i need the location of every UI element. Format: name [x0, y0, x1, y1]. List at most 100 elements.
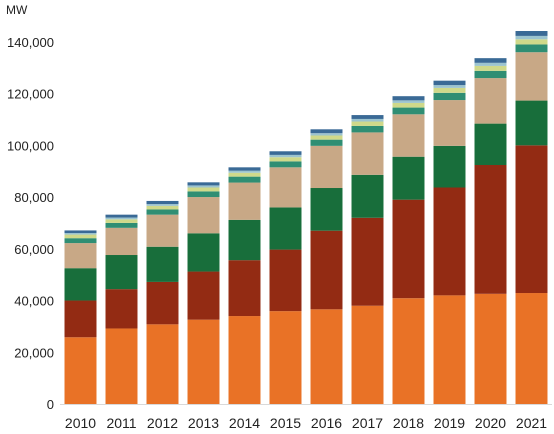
bar-segment	[433, 100, 466, 146]
y-tick-label: 20,000	[14, 345, 54, 360]
bar-segment	[515, 52, 548, 101]
x-tick-label: 2021	[516, 415, 547, 431]
bar-segment	[269, 167, 302, 208]
bar-segment	[392, 96, 425, 101]
bar-segment	[228, 260, 261, 317]
bar-segment	[105, 289, 138, 329]
y-tick-label: 80,000	[14, 190, 54, 205]
bar-segment	[105, 217, 138, 220]
bar-segment	[105, 255, 138, 290]
bar-segment	[515, 293, 548, 404]
bar-segment	[433, 85, 466, 88]
bar-segment	[64, 300, 97, 338]
bar-segment	[351, 115, 384, 119]
bar-segment	[146, 204, 179, 206]
bar-segment	[351, 121, 384, 126]
bar-segment	[392, 199, 425, 299]
y-tick-label: 100,000	[7, 138, 54, 153]
bar-segment	[187, 191, 220, 198]
bar-segment	[474, 123, 507, 165]
bars	[64, 31, 548, 404]
x-tick-label: 2013	[188, 415, 219, 431]
bar-segment	[392, 156, 425, 200]
bar-segment	[228, 167, 261, 171]
bar-segment	[146, 246, 179, 282]
bar-segment	[105, 328, 138, 404]
bar-segment	[187, 233, 220, 272]
bar-segment	[433, 187, 466, 296]
bar-segment	[187, 197, 220, 234]
bar-segment	[105, 219, 138, 223]
x-tick-label: 2018	[393, 415, 424, 431]
bar-segment	[228, 170, 261, 173]
bar-segment	[310, 309, 343, 404]
bar-segment	[351, 174, 384, 218]
bar-segment	[310, 135, 343, 140]
bar-segment	[228, 219, 261, 261]
bar-segment	[269, 207, 302, 250]
bar-segment	[310, 230, 343, 310]
bar-segment	[310, 133, 343, 136]
bar-segment	[310, 145, 343, 189]
bar-segment	[269, 161, 302, 168]
y-tick-label: 0	[47, 397, 54, 412]
bar-segment	[474, 65, 507, 71]
bar-segment	[351, 125, 384, 133]
bar-segment	[269, 311, 302, 404]
y-axis: 0 20,000 40,000 60,000 80,000 100,000 120,000 1…	[7, 35, 54, 412]
bar-segment	[187, 185, 220, 188]
bar-segment	[187, 187, 220, 192]
bar-segment	[146, 324, 179, 404]
bar-segment	[228, 176, 261, 183]
bar-segment	[515, 145, 548, 294]
bar-segment	[146, 205, 179, 210]
x-tick-label: 2016	[311, 415, 342, 431]
bar-segment	[515, 35, 548, 40]
bar-segment	[269, 151, 302, 155]
bar-segment	[269, 249, 302, 312]
bar-segment	[105, 227, 138, 256]
bar-segment	[228, 182, 261, 220]
bar-segment	[351, 217, 384, 306]
bar-segment	[146, 281, 179, 325]
y-tick-label: 40,000	[14, 294, 54, 309]
bar-segment	[187, 271, 220, 320]
bar-segment	[392, 100, 425, 103]
bar-segment	[105, 214, 138, 218]
bar-segment	[433, 87, 466, 93]
bar-segment	[64, 243, 97, 269]
x-tick-label: 2014	[229, 415, 260, 431]
bar-segment	[392, 298, 425, 404]
x-tick-label: 2017	[352, 415, 383, 431]
bar-segment	[64, 238, 97, 244]
bar-segment	[310, 129, 343, 134]
bar-segment	[474, 70, 507, 79]
bar-segment	[515, 39, 548, 45]
bar-segment	[146, 209, 179, 215]
bar-segment	[310, 139, 343, 146]
y-tick-label: 60,000	[14, 242, 54, 257]
bar-segment	[187, 182, 220, 186]
x-tick-label: 2020	[475, 415, 506, 431]
bar-segment	[515, 100, 548, 146]
bar-segment	[228, 172, 261, 177]
x-axis: 2010 2011 2012 2013 2014 2015 2016 2017 2018 2019…	[65, 415, 547, 431]
bar-segment	[64, 337, 97, 404]
bar-segment	[64, 268, 97, 301]
y-tick-label: 140,000	[7, 35, 54, 50]
bar-segment	[146, 214, 179, 247]
bar-segment	[351, 305, 384, 404]
bar-segment	[433, 80, 466, 86]
bar-segment	[433, 295, 466, 404]
bar-segment	[515, 31, 548, 36]
bar-segment	[474, 164, 507, 294]
bar-segment	[269, 154, 302, 158]
bar-segment	[392, 107, 425, 115]
y-tick-label: 120,000	[7, 87, 54, 102]
bar-segment	[515, 44, 548, 53]
x-tick-label: 2019	[434, 415, 465, 431]
bar-segment	[105, 222, 138, 228]
bar-segment	[474, 293, 507, 404]
bar-segment	[433, 145, 466, 188]
